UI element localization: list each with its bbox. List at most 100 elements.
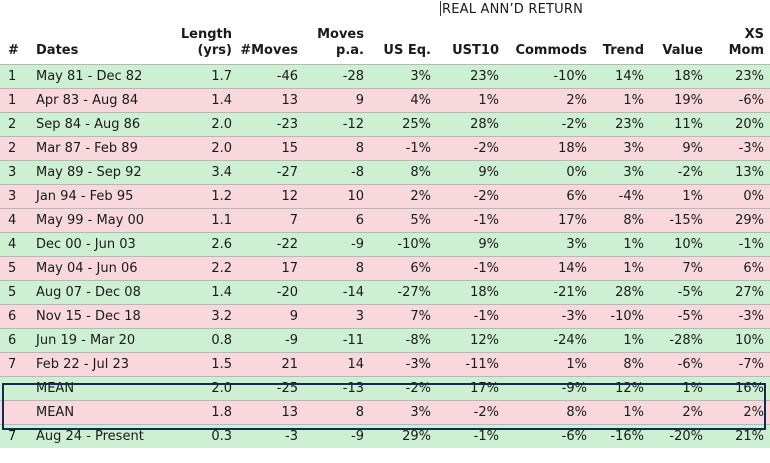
cell-val: -28%: [669, 333, 703, 348]
cell-pa: -13: [342, 381, 364, 396]
cell-ust: -1%: [473, 309, 499, 324]
cell-num: 4: [8, 213, 17, 228]
cell-len: 2.0: [211, 117, 232, 132]
cell-xs: -3%: [738, 309, 764, 324]
cell-moves: 7: [289, 213, 298, 228]
cell-xs: 0%: [743, 189, 764, 204]
cell-us: 25%: [402, 117, 431, 132]
cell-tr: 3%: [623, 141, 644, 156]
cell-com: 17%: [558, 213, 587, 228]
cell-ust: 18%: [470, 285, 499, 300]
cell-tr: 14%: [615, 69, 644, 84]
table-row: 2 Sep 84 - Aug 86 2.0 -23 -12 25% 28% -2% 23% 11%…: [0, 112, 770, 136]
cell-ust: -1%: [473, 429, 499, 444]
cell-num: 1: [8, 93, 17, 108]
cell-val: 9%: [682, 141, 703, 156]
cell-val: -15%: [669, 213, 703, 228]
table-row: 1 Apr 83 - Aug 84 1.4 13 9 4% 1% 2% 1% 19% -6%: [0, 88, 770, 112]
cell-ust: -2%: [473, 141, 499, 156]
cell-ust: -2%: [473, 189, 499, 204]
cell-len: 2.0: [211, 141, 232, 156]
cell-val: 1%: [682, 189, 703, 204]
cell-num: 7: [8, 357, 17, 372]
cell-moves: 12: [281, 189, 298, 204]
cell-pa: -12: [342, 117, 364, 132]
cell-moves: -23: [276, 117, 298, 132]
cell-moves: 17: [281, 261, 298, 276]
cell-com: -2%: [561, 117, 587, 132]
cell-num: 6: [8, 333, 17, 348]
cell-pa: -14: [342, 285, 364, 300]
cell-tr: 1%: [623, 405, 644, 420]
cell-ust: 9%: [478, 165, 499, 180]
cell-xs: -3%: [738, 141, 764, 156]
cell-val: -5%: [677, 309, 703, 324]
header-length-bottom: (yrs): [197, 43, 232, 58]
cell-us: -10%: [397, 237, 431, 252]
cell-pa: 14: [347, 357, 364, 372]
cell-dates: Apr 83 - Aug 84: [36, 93, 139, 108]
cell-len: 1.7: [211, 69, 232, 84]
cell-pa: -9: [351, 237, 364, 252]
cell-val: 7%: [682, 261, 703, 276]
cell-len: 1.2: [211, 189, 232, 204]
cell-us: 2%: [410, 189, 431, 204]
cell-xs: 20%: [735, 117, 764, 132]
cell-com: 2%: [566, 93, 587, 108]
table-row: 5 May 04 - Jun 06 2.2 17 8 6% -1% 14% 1% 7% 6%: [0, 256, 770, 280]
cell-num: 2: [8, 117, 17, 132]
cell-tr: -10%: [610, 309, 644, 324]
cell-len: 1.8: [211, 405, 232, 420]
table-row: 7 Feb 22 - Jul 23 1.5 21 14 -3% -11% 1% 8% -6% -7%: [0, 352, 770, 376]
cell-dates: Jun 19 - Mar 20: [36, 333, 136, 348]
text-cursor: [440, 1, 441, 16]
cell-num: 5: [8, 285, 17, 300]
cell-len: 2.0: [211, 381, 232, 396]
cell-us: 7%: [410, 309, 431, 324]
cell-com: 18%: [558, 141, 587, 156]
table-row: 1 May 81 - Dec 82 1.7 -46 -28 3% 23% -10% 14% 18%…: [0, 64, 770, 88]
cell-val: -6%: [677, 357, 703, 372]
cell-moves: 21: [281, 357, 298, 372]
cell-dates: Aug 24 - Present: [36, 429, 144, 444]
cell-moves: -25: [276, 381, 298, 396]
cell-tr: 28%: [615, 285, 644, 300]
cell-dates: Nov 15 - Dec 18: [36, 309, 141, 324]
cell-us: 8%: [410, 165, 431, 180]
header-moves: #Moves: [240, 43, 298, 58]
table-row: 3 Jan 94 - Feb 95 1.2 12 10 2% -2% 6% -4% 1% 0%: [0, 184, 770, 208]
table-header: # Dates Length (yrs) #Moves Moves p.a. US …: [0, 24, 770, 64]
cell-val: 2%: [682, 405, 703, 420]
cell-dates: Feb 22 - Jul 23: [36, 357, 130, 372]
cell-xs: -7%: [738, 357, 764, 372]
cell-num: 4: [8, 237, 17, 252]
cell-ust: -2%: [473, 405, 499, 420]
cell-xs: 29%: [735, 213, 764, 228]
cell-dates: Jan 94 - Feb 95: [36, 189, 134, 204]
cell-ust: -1%: [473, 213, 499, 228]
cell-tr: 1%: [623, 93, 644, 108]
cell-us: -2%: [405, 381, 431, 396]
cell-dates: May 99 - May 00: [36, 213, 145, 228]
cell-us: 4%: [410, 93, 431, 108]
table-row: 4 May 99 - May 00 1.1 7 6 5% -1% 17% 8% -15% 29%: [0, 208, 770, 232]
header-ust10: UST10: [452, 43, 499, 58]
cell-dates: MEAN: [36, 381, 75, 396]
cell-num: 6: [8, 309, 17, 324]
cell-us: 5%: [410, 213, 431, 228]
header-pa-bottom: p.a.: [336, 43, 364, 58]
cell-pa: 8: [355, 141, 364, 156]
cell-xs: 2%: [743, 405, 764, 420]
header-value: Value: [662, 43, 703, 58]
cell-val: 19%: [674, 93, 703, 108]
cell-pa: 3: [355, 309, 364, 324]
cell-pa: -11: [342, 333, 364, 348]
cell-len: 1.5: [211, 357, 232, 372]
header-dates: Dates: [36, 43, 79, 58]
cell-dates: May 81 - Dec 82: [36, 69, 143, 84]
cell-val: -5%: [677, 285, 703, 300]
cell-pa: 8: [355, 405, 364, 420]
cell-xs: 16%: [735, 381, 764, 396]
header-xs-bottom: Mom: [728, 43, 764, 58]
cell-xs: 21%: [735, 429, 764, 444]
